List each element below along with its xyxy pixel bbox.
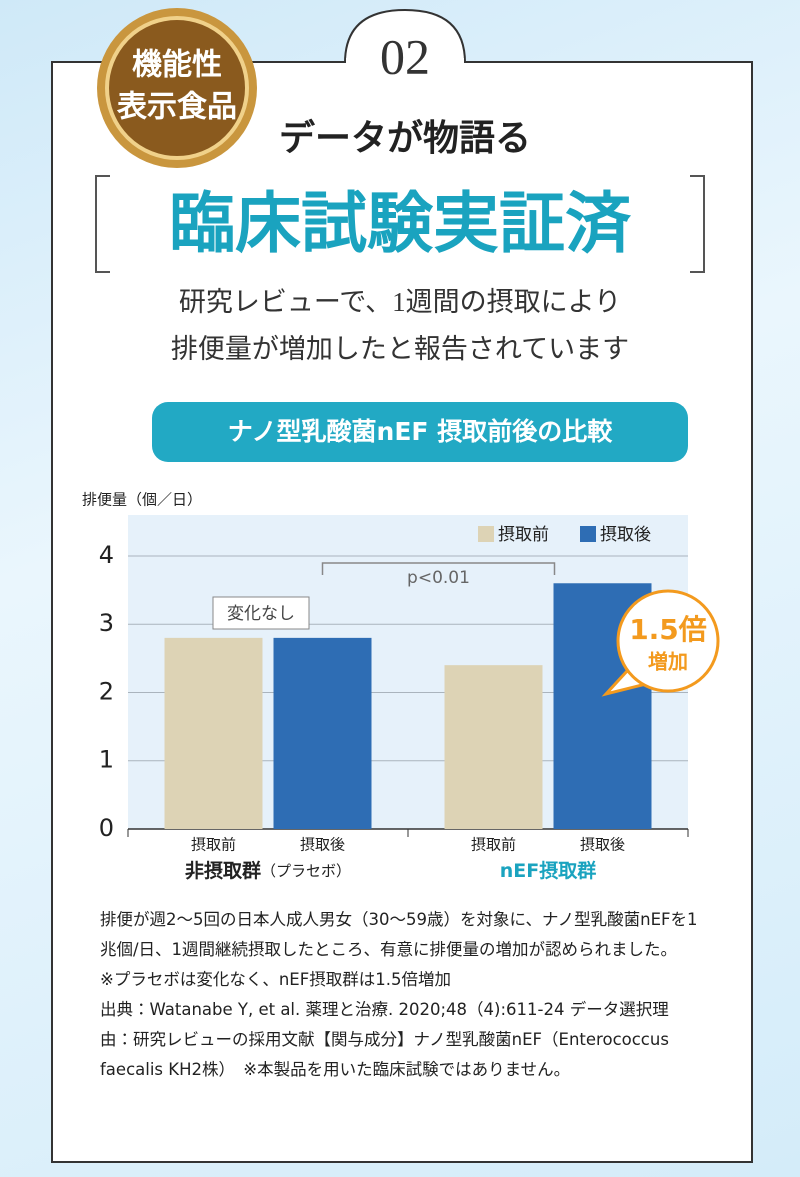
- y-tick-label: 1: [99, 746, 114, 774]
- significance-label: p<0.01: [407, 568, 470, 588]
- footnote-text: ※プラセボは変化なく、nEF摂取群は1.5倍増加: [100, 970, 451, 989]
- callout-text: 増加: [648, 650, 688, 674]
- badge-line: 表示食品: [116, 90, 237, 125]
- y-axis-label: 排便量（個／日）: [82, 491, 202, 509]
- y-tick-label: 4: [99, 541, 114, 569]
- chart-title: ナノ型乳酸菌nEF 摂取前後の比較: [228, 417, 613, 446]
- legend-swatch: [478, 526, 494, 542]
- no-change-label: 変化なし: [227, 604, 295, 624]
- subtitle: 排便量が増加したと報告されています: [171, 334, 629, 364]
- bar-label: 摂取後: [300, 836, 345, 854]
- group-label: nEF摂取群: [500, 859, 597, 882]
- bar-label: 摂取後: [580, 836, 625, 854]
- group-name: nEF摂取群: [500, 859, 597, 882]
- brackets: [95, 175, 705, 273]
- footnote: 排便が週2〜5回の日本人成人男女（30〜59歳）を対象に、ナノ型乳酸菌nEFを1…: [100, 905, 700, 1085]
- tab: [344, 8, 466, 64]
- footnote-text: 出典：Watanabe Y, et al. 薬理と治療. 2020;48（4):…: [100, 1000, 669, 1079]
- callout: [616, 589, 720, 693]
- bar: [273, 637, 372, 829]
- legend-label: 摂取前: [498, 525, 549, 545]
- lead: データが物語る: [279, 117, 531, 159]
- section-number: 02: [380, 28, 430, 84]
- y-tick-label: 0: [99, 814, 114, 842]
- callout-text: 1.5倍: [629, 613, 707, 646]
- bar: [164, 637, 263, 829]
- significance-bracket: [321, 562, 556, 575]
- footnote-text: 排便が週2〜5回の日本人成人男女（30〜59歳）を対象に、ナノ型乳酸菌nEFを1…: [100, 910, 698, 959]
- y-tick-label: 2: [99, 677, 114, 705]
- y-tick-label: 3: [99, 609, 114, 637]
- tab-cover: [346, 58, 464, 66]
- bar: [444, 665, 543, 829]
- group-label: 非摂取群（プラセボ）: [185, 859, 351, 882]
- subtitle: 研究レビューで、1週間の摂取により: [179, 287, 621, 317]
- badge-inner: [105, 16, 249, 160]
- badge-line: 機能性: [132, 48, 222, 83]
- group-name: 非摂取群: [185, 859, 261, 882]
- no-change-box: [212, 596, 310, 630]
- chart-banner: [152, 402, 688, 462]
- group-note: （プラセボ）: [261, 862, 351, 880]
- headline: 臨床試験実証済: [169, 185, 632, 262]
- legend-label: 摂取後: [600, 525, 651, 545]
- legend-swatch: [580, 526, 596, 542]
- bar-label: 摂取前: [191, 836, 236, 854]
- bar-label: 摂取前: [471, 836, 516, 854]
